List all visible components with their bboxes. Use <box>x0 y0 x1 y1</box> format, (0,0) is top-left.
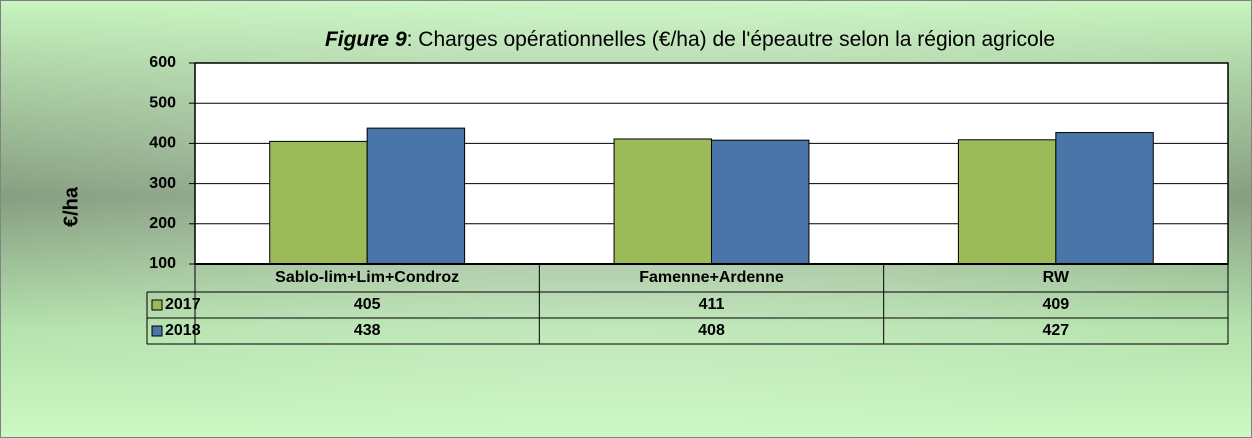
table-value: 411 <box>699 296 725 313</box>
bar <box>1055 132 1154 265</box>
bar <box>613 138 712 265</box>
legend-label: 2017 <box>165 296 201 313</box>
title-text: : Charges opérationnelles (€/ha) de l'ép… <box>407 28 1055 51</box>
legend-label: 2018 <box>165 322 201 339</box>
y-tick-label: 200 <box>149 215 176 232</box>
chart-title: Figure 9: Charges opérationnelles (€/ha)… <box>325 28 1055 51</box>
table-value: 438 <box>354 322 381 339</box>
bar <box>957 139 1057 265</box>
y-tick-label: 100 <box>149 255 176 272</box>
bar <box>269 140 368 265</box>
legend-key <box>151 299 163 311</box>
y-tick-label: 400 <box>149 135 176 152</box>
y-axis-label: €/ha <box>60 186 82 227</box>
bar <box>366 127 466 265</box>
table-value: 405 <box>354 296 381 313</box>
y-tick-label: 600 <box>149 54 176 71</box>
table-value: 409 <box>1042 296 1069 313</box>
y-tick-label: 300 <box>149 175 176 192</box>
x-tick-label: RW <box>1043 269 1070 286</box>
table-value: 427 <box>1042 322 1069 339</box>
bar <box>711 139 810 265</box>
x-tick-label: Famenne+Ardenne <box>639 269 784 286</box>
x-tick-label: Sablo-lim+Lim+Condroz <box>275 269 459 286</box>
y-tick-label: 500 <box>149 94 176 111</box>
legend-key <box>151 325 163 337</box>
title-figure: Figure 9 <box>325 28 407 51</box>
table-value: 408 <box>698 322 725 339</box>
